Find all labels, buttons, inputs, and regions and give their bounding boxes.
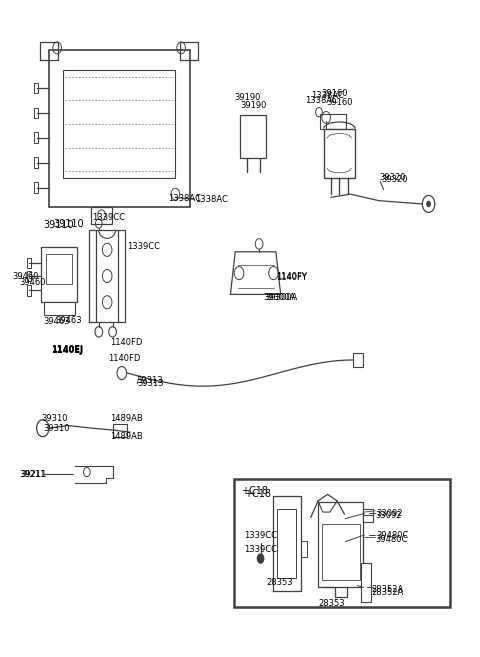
Text: 39463: 39463 bbox=[56, 316, 83, 325]
Bar bbox=[34, 108, 38, 118]
Text: 33092: 33092 bbox=[375, 511, 401, 520]
Circle shape bbox=[257, 553, 264, 564]
Text: 39320: 39320 bbox=[379, 173, 405, 182]
Circle shape bbox=[426, 200, 431, 207]
Bar bbox=[34, 83, 38, 93]
Bar bbox=[27, 258, 31, 268]
Bar bbox=[34, 133, 38, 143]
Text: 1338AC: 1338AC bbox=[305, 96, 337, 105]
Bar bbox=[240, 116, 266, 158]
Bar bbox=[46, 254, 72, 284]
Text: 1140FD: 1140FD bbox=[108, 353, 141, 363]
Bar bbox=[301, 541, 307, 558]
Text: 1338AC: 1338AC bbox=[168, 194, 201, 203]
Text: 39190: 39190 bbox=[240, 101, 266, 110]
Text: 39313: 39313 bbox=[136, 376, 163, 386]
Text: 39310: 39310 bbox=[43, 424, 69, 433]
Bar bbox=[34, 182, 38, 193]
Text: 28353: 28353 bbox=[266, 578, 293, 587]
Bar bbox=[63, 70, 175, 177]
Text: 33092: 33092 bbox=[376, 509, 402, 518]
Text: 39110: 39110 bbox=[53, 219, 84, 229]
Text: 28352A: 28352A bbox=[372, 585, 404, 594]
Bar bbox=[91, 207, 112, 223]
Text: 1339CC: 1339CC bbox=[128, 242, 160, 251]
Bar bbox=[44, 302, 75, 315]
Text: 1489AB: 1489AB bbox=[110, 432, 143, 442]
Text: 28353: 28353 bbox=[318, 599, 345, 608]
Text: 39300A: 39300A bbox=[263, 293, 295, 302]
Text: 28352A: 28352A bbox=[372, 587, 404, 597]
Text: 39463: 39463 bbox=[44, 317, 71, 327]
Text: 39211: 39211 bbox=[21, 470, 47, 478]
Bar bbox=[353, 353, 362, 367]
Text: +C18: +C18 bbox=[241, 486, 268, 496]
Text: 1339CC: 1339CC bbox=[92, 213, 125, 221]
Text: 39110: 39110 bbox=[44, 220, 74, 230]
Text: 39300A: 39300A bbox=[265, 292, 297, 302]
Bar bbox=[234, 480, 450, 607]
Text: 1338AC: 1338AC bbox=[195, 195, 228, 204]
Text: 39320: 39320 bbox=[381, 175, 408, 183]
Bar bbox=[113, 424, 127, 437]
Text: 39480C: 39480C bbox=[375, 535, 408, 544]
Text: 39313: 39313 bbox=[137, 379, 164, 388]
Bar bbox=[48, 50, 190, 207]
Text: 1339CC: 1339CC bbox=[244, 545, 277, 554]
Bar bbox=[318, 502, 363, 587]
Text: 39460: 39460 bbox=[12, 271, 39, 281]
Bar bbox=[322, 524, 360, 579]
Text: 1140EJ: 1140EJ bbox=[51, 345, 83, 354]
Text: 39310: 39310 bbox=[41, 415, 68, 424]
Text: 1140FD: 1140FD bbox=[110, 338, 143, 348]
Text: 39460: 39460 bbox=[19, 278, 46, 287]
Text: 1338AC: 1338AC bbox=[311, 91, 344, 101]
Bar bbox=[277, 509, 297, 578]
Text: 39480C: 39480C bbox=[376, 530, 408, 539]
Bar bbox=[41, 246, 77, 302]
Bar bbox=[361, 562, 371, 602]
Bar bbox=[27, 271, 31, 281]
Text: 1489AB: 1489AB bbox=[110, 414, 143, 423]
Bar bbox=[27, 285, 31, 296]
Text: 1140FY: 1140FY bbox=[276, 271, 307, 281]
Bar bbox=[34, 158, 38, 168]
Text: 39160: 39160 bbox=[322, 89, 348, 99]
Text: 1140FY: 1140FY bbox=[276, 273, 307, 282]
Text: 39211: 39211 bbox=[19, 470, 45, 478]
Text: 1140EJ: 1140EJ bbox=[51, 346, 83, 355]
Bar bbox=[363, 509, 373, 522]
Bar bbox=[320, 114, 346, 129]
Text: 1339CC: 1339CC bbox=[244, 530, 277, 539]
Text: 39160: 39160 bbox=[326, 98, 353, 107]
Text: +C18: +C18 bbox=[244, 489, 271, 499]
Bar bbox=[324, 129, 355, 177]
Text: 39190: 39190 bbox=[234, 93, 260, 102]
